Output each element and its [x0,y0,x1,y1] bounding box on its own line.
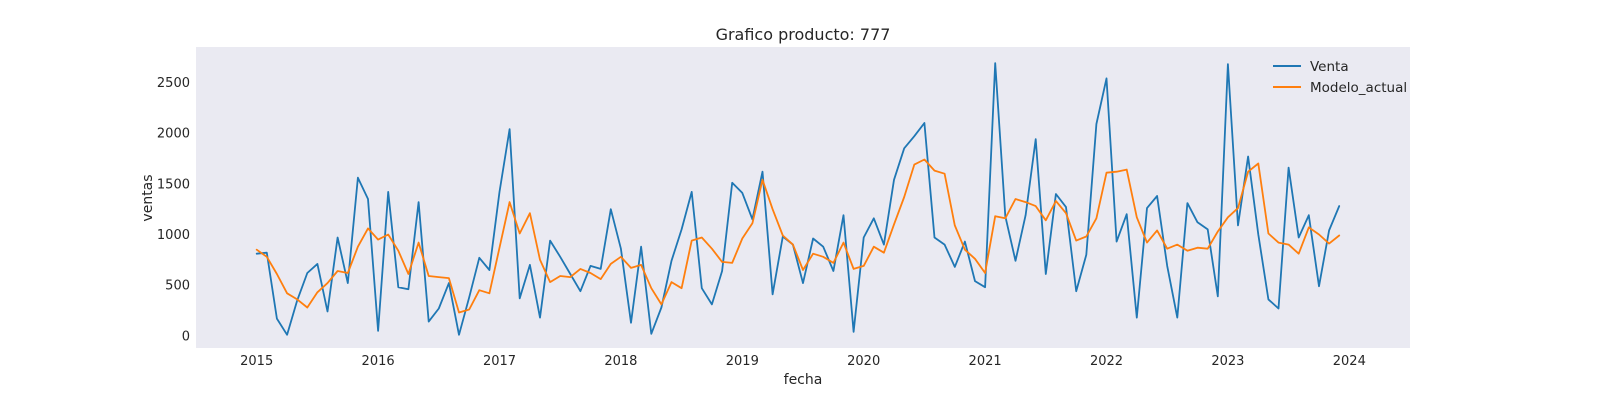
y-tick-label: 2500 [157,76,190,91]
plot-area [196,47,1410,348]
x-tick-label: 2021 [969,354,1002,369]
y-tick-label: 0 [182,329,190,344]
y-axis-label: ventas [140,174,156,221]
legend-label: Modelo_actual [1310,80,1407,96]
legend: Venta Modelo_actual [1273,59,1407,96]
series-line-venta [255,62,1341,336]
x-tick-label: 2023 [1211,354,1244,369]
y-tick-label: 500 [165,279,190,294]
x-axis-label: fecha [784,372,823,388]
x-tick-label: 2017 [483,354,516,369]
y-tick-label: 2000 [157,127,190,142]
y-axis-ticks: 0 500 1000 1500 2000 2500 [157,76,190,344]
y-tick-label: 1500 [157,177,190,192]
x-tick-label: 2024 [1333,354,1366,369]
y-tick-label: 1000 [157,228,190,243]
x-tick-label: 2015 [240,354,273,369]
legend-label: Venta [1310,59,1349,75]
x-tick-label: 2022 [1090,354,1123,369]
series-line-modelo-actual [255,158,1341,314]
x-tick-label: 2020 [847,354,880,369]
x-axis-ticks: 2015 2016 2017 2018 2019 2020 2021 2022 2023 2024 [240,354,1366,369]
x-tick-label: 2018 [604,354,637,369]
x-tick-label: 2016 [362,354,395,369]
x-tick-label: 2019 [726,354,759,369]
chart-title: Grafico producto: 777 [716,25,891,44]
series-layer [255,62,1341,336]
